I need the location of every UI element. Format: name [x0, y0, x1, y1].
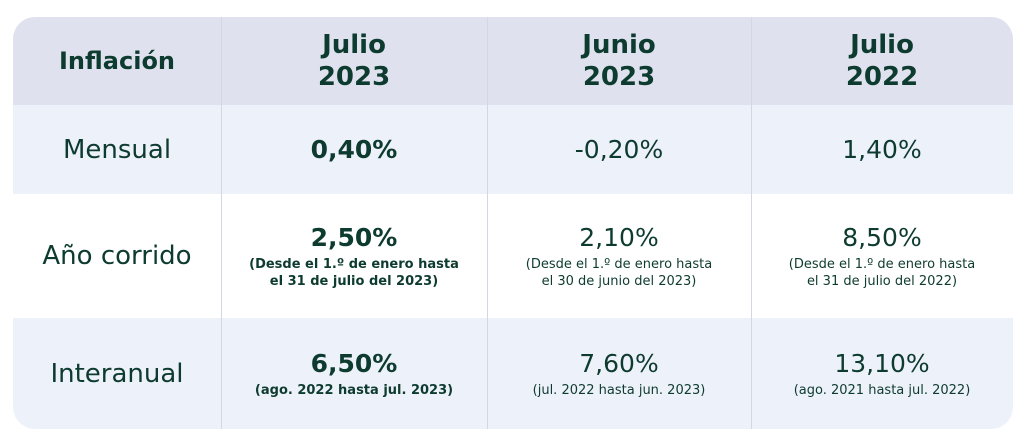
table-cell: 2,10% (Desde el 1.º de enero hasta el 30…	[487, 194, 751, 318]
row-label-cell: Mensual	[13, 105, 221, 194]
table-cell: 0,40%	[221, 105, 487, 194]
column-divider	[751, 17, 752, 429]
cell-note-line: el 31 de julio del 2022)	[806, 273, 958, 289]
cell-note-line: (Desde el 1.º de enero hasta	[788, 256, 976, 272]
row-label-cell: Interanual	[13, 318, 221, 429]
table-cell: 1,40%	[751, 105, 1013, 194]
header-col-julio-2022: Julio 2022	[751, 17, 1013, 105]
row-label: Año corrido	[42, 241, 192, 271]
cell-value: 6,50%	[310, 348, 398, 378]
cell-note: (Desde el 1.º de enero hasta el 31 de ju…	[249, 256, 459, 290]
cell-value: 8,50%	[842, 222, 922, 252]
cell-value: 0,40%	[310, 134, 398, 164]
cell-note: (ago. 2022 hasta jul. 2023)	[254, 382, 454, 398]
row-label: Mensual	[62, 134, 172, 165]
header-label: Inflación	[58, 47, 176, 75]
cell-value: 1,40%	[842, 134, 922, 164]
header-col-month: Junio	[582, 30, 656, 60]
cell-value: -0,20%	[574, 134, 664, 164]
header-label-cell: Inflación	[13, 17, 221, 105]
header-col-month: Julio	[322, 30, 386, 60]
header-col-year: 2023	[317, 62, 391, 92]
cell-note-line: (Desde el 1.º de enero hasta	[525, 256, 713, 272]
inflation-table: Inflación Julio 2023 Junio 2023 Julio 20…	[13, 17, 1013, 429]
cell-note-line: el 30 de junio del 2023)	[541, 273, 697, 289]
table-cell: 7,60% (jul. 2022 hasta jun. 2023)	[487, 318, 751, 429]
table-cell: 13,10% (ago. 2021 hasta jul. 2022)	[751, 318, 1013, 429]
cell-note: (Desde el 1.º de enero hasta el 31 de ju…	[789, 256, 975, 290]
table-header-row: Inflación Julio 2023 Junio 2023 Julio 20…	[13, 17, 1013, 105]
header-col-month: Julio	[850, 30, 914, 60]
table-cell: 6,50% (ago. 2022 hasta jul. 2023)	[221, 318, 487, 429]
table-row-ano-corrido: Año corrido 2,50% (Desde el 1.º de enero…	[13, 194, 1013, 318]
row-label-cell: Año corrido	[13, 194, 221, 318]
table-cell: 8,50% (Desde el 1.º de enero hasta el 31…	[751, 194, 1013, 318]
table-row-mensual: Mensual 0,40% -0,20% 1,40%	[13, 105, 1013, 194]
column-divider	[221, 17, 222, 429]
cell-note: (jul. 2022 hasta jun. 2023)	[532, 382, 706, 398]
row-label: Interanual	[50, 358, 184, 389]
header-col-julio-2023: Julio 2023	[221, 17, 487, 105]
header-col-year: 2022	[845, 62, 919, 92]
header-col-year: 2023	[582, 62, 656, 92]
cell-note-line: el 31 de julio del 2023)	[269, 273, 439, 289]
header-col-junio-2023: Junio 2023	[487, 17, 751, 105]
cell-value: 7,60%	[579, 348, 659, 378]
cell-note: (Desde el 1.º de enero hasta el 30 de ju…	[526, 256, 712, 290]
cell-note-line: (Desde el 1.º de enero hasta	[249, 256, 459, 272]
column-divider	[487, 17, 488, 429]
table-row-interanual: Interanual 6,50% (ago. 2022 hasta jul. 2…	[13, 318, 1013, 429]
cell-value: 2,50%	[310, 222, 398, 252]
cell-value: 2,10%	[579, 222, 659, 252]
table-cell: 2,50% (Desde el 1.º de enero hasta el 31…	[221, 194, 487, 318]
cell-value: 13,10%	[834, 348, 930, 378]
table-cell: -0,20%	[487, 105, 751, 194]
cell-note: (ago. 2021 hasta jul. 2022)	[793, 382, 971, 398]
